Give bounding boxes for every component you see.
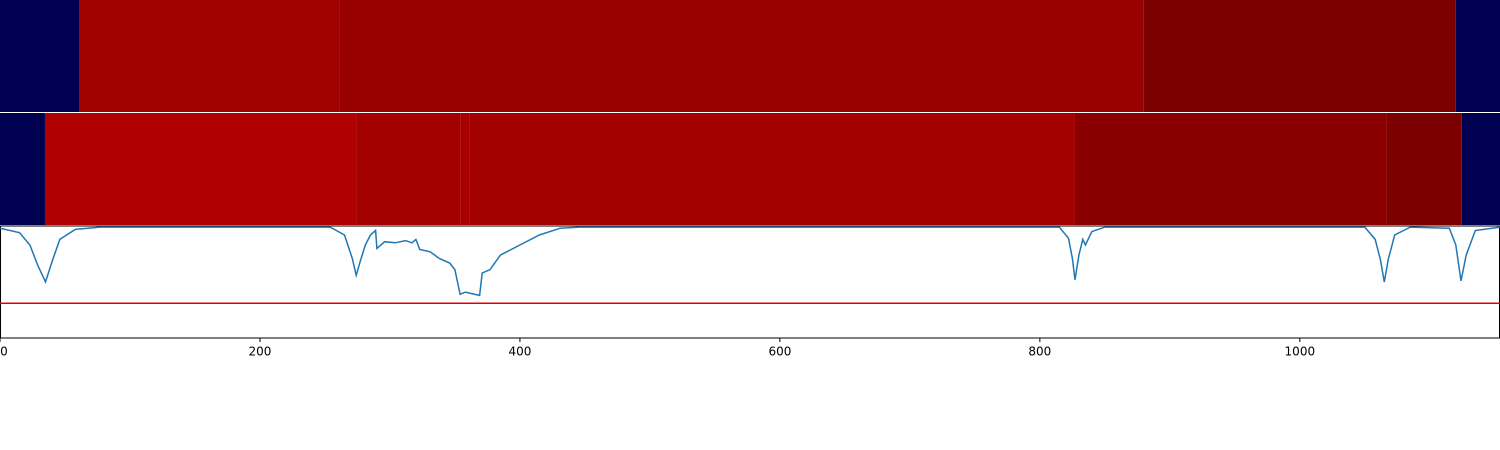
x-tick-label: 800 [1028, 345, 1051, 359]
heat-segment [0, 0, 80, 112]
x-tick-label: 400 [508, 345, 531, 359]
x-tick-label: 600 [768, 345, 791, 359]
x-tick-label: 1000 [1285, 345, 1316, 359]
heat-segment [44, 113, 357, 225]
heat-segment [469, 113, 1075, 225]
heat-segment [1143, 0, 1456, 112]
heat-segment [0, 113, 45, 225]
x-tick-label: 0 [0, 345, 8, 359]
heat-segment [356, 113, 461, 225]
x-tick-label: 200 [249, 345, 272, 359]
heat-segment [1386, 113, 1462, 225]
heat-segment [79, 0, 340, 112]
heat-segment [1461, 113, 1500, 225]
heat-segment [339, 0, 1144, 112]
plot-frame [0, 225, 1500, 339]
heat-segment [460, 113, 470, 225]
signal-line [0, 226, 1500, 297]
heat-segment [1455, 0, 1500, 112]
heat-segment [1074, 113, 1387, 225]
